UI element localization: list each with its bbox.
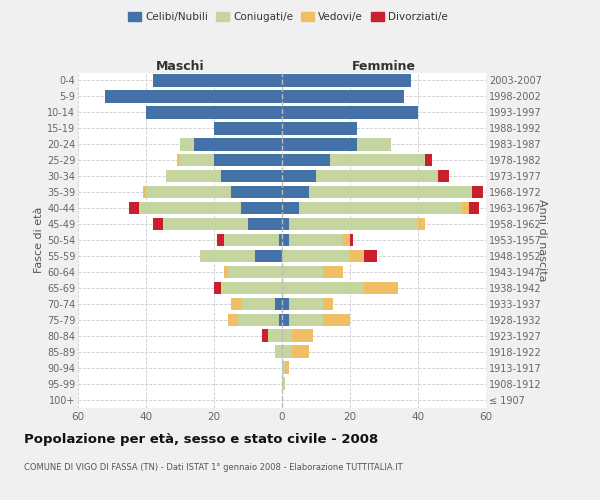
Bar [278, 234, 282, 246]
Y-axis label: Anni di nascita: Anni di nascita [537, 198, 547, 281]
Bar [153, 74, 282, 86]
Bar [282, 250, 350, 262]
Bar [364, 250, 377, 262]
Bar [227, 314, 238, 326]
Bar [323, 266, 343, 278]
Bar [146, 186, 231, 198]
Bar [282, 330, 292, 342]
Bar [323, 298, 333, 310]
Bar [472, 186, 482, 198]
Bar [139, 202, 241, 214]
Bar [469, 202, 479, 214]
Bar [214, 154, 282, 166]
Text: Femmine: Femmine [352, 60, 416, 72]
Bar [357, 138, 391, 150]
Bar [231, 186, 282, 198]
Bar [282, 186, 309, 198]
Bar [286, 362, 289, 374]
Bar [282, 138, 357, 150]
Bar [289, 218, 418, 230]
Bar [221, 170, 282, 182]
Bar [180, 154, 214, 166]
Bar [214, 122, 282, 134]
Bar [166, 170, 221, 182]
Bar [462, 202, 469, 214]
Bar [278, 314, 282, 326]
Bar [275, 298, 282, 310]
Bar [255, 250, 282, 262]
Bar [323, 314, 350, 326]
Bar [350, 250, 364, 262]
Bar [282, 314, 289, 326]
Bar [176, 154, 180, 166]
Bar [217, 234, 224, 246]
Bar [200, 250, 255, 262]
Bar [129, 202, 139, 214]
Bar [316, 170, 439, 182]
Bar [282, 122, 357, 134]
Bar [282, 218, 289, 230]
Text: Popolazione per età, sesso e stato civile - 2008: Popolazione per età, sesso e stato civil… [24, 432, 378, 446]
Y-axis label: Fasce di età: Fasce di età [34, 207, 44, 273]
Bar [418, 218, 425, 230]
Bar [282, 170, 316, 182]
Bar [289, 314, 323, 326]
Bar [262, 330, 268, 342]
Bar [289, 234, 343, 246]
Bar [282, 74, 411, 86]
Bar [329, 154, 425, 166]
Bar [238, 314, 278, 326]
Bar [425, 154, 431, 166]
Bar [282, 234, 289, 246]
Bar [268, 330, 282, 342]
Bar [282, 154, 329, 166]
Bar [227, 266, 282, 278]
Bar [241, 202, 282, 214]
Bar [282, 298, 289, 310]
Text: Maschi: Maschi [155, 60, 205, 72]
Bar [282, 202, 299, 214]
Text: COMUNE DI VIGO DI FASSA (TN) - Dati ISTAT 1° gennaio 2008 - Elaborazione TUTTITA: COMUNE DI VIGO DI FASSA (TN) - Dati ISTA… [24, 462, 403, 471]
Bar [364, 282, 398, 294]
Bar [299, 202, 462, 214]
Bar [282, 378, 286, 390]
Bar [194, 138, 282, 150]
Bar [282, 362, 286, 374]
Bar [439, 170, 449, 182]
Bar [224, 266, 227, 278]
Bar [275, 346, 282, 358]
Bar [231, 298, 241, 310]
Bar [146, 106, 282, 118]
Bar [282, 346, 292, 358]
Bar [153, 218, 163, 230]
Bar [163, 218, 248, 230]
Bar [343, 234, 350, 246]
Bar [282, 266, 323, 278]
Bar [350, 234, 353, 246]
Bar [309, 186, 472, 198]
Bar [105, 90, 282, 102]
Bar [180, 138, 194, 150]
Bar [282, 282, 364, 294]
Bar [214, 282, 221, 294]
Bar [248, 218, 282, 230]
Bar [282, 90, 404, 102]
Bar [224, 234, 278, 246]
Bar [241, 298, 275, 310]
Bar [289, 298, 323, 310]
Bar [143, 186, 146, 198]
Bar [282, 106, 418, 118]
Bar [292, 346, 309, 358]
Bar [221, 282, 282, 294]
Bar [292, 330, 313, 342]
Legend: Celibi/Nubili, Coniugati/e, Vedovi/e, Divorziati/e: Celibi/Nubili, Coniugati/e, Vedovi/e, Di… [124, 8, 452, 26]
